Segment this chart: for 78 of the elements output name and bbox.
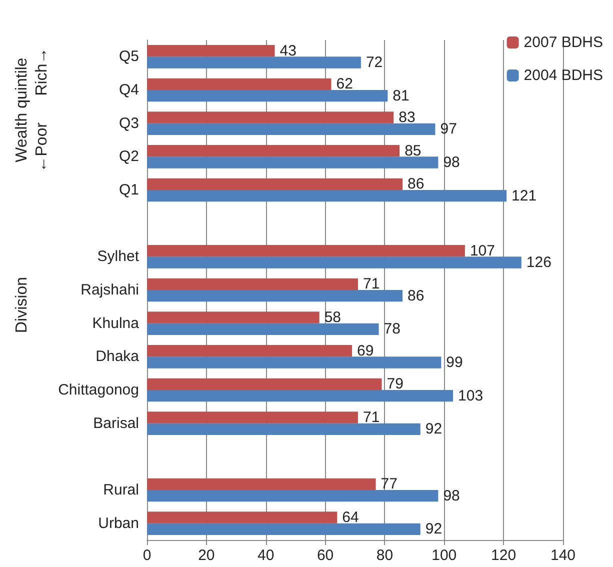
bar [147, 112, 394, 124]
data-label: 85 [404, 142, 422, 160]
data-label: 97 [440, 120, 457, 138]
x-tick-label: 140 [550, 547, 576, 564]
x-tick-label: 80 [376, 547, 394, 564]
bar [147, 478, 376, 490]
bar [147, 156, 438, 168]
bar [147, 290, 403, 302]
data-label: 92 [425, 420, 442, 438]
data-label: 81 [392, 87, 410, 104]
data-label: 69 [357, 342, 374, 360]
y-tick-label: Q3 [118, 114, 139, 132]
text: ←Poor Rich→ [34, 48, 50, 172]
y-tick-label: Q4 [118, 82, 139, 98]
bar [147, 278, 358, 290]
bar [147, 145, 400, 157]
data-label: 62 [336, 76, 353, 93]
y-tick-label: Rural [103, 482, 139, 498]
data-label: 99 [446, 354, 463, 371]
y-tick-label: Q1 [118, 182, 139, 198]
data-label: 83 [398, 109, 416, 126]
bar [147, 78, 332, 90]
bar [147, 356, 442, 368]
x-tick-label: 20 [198, 547, 215, 564]
bar [147, 523, 420, 535]
bar [147, 190, 507, 202]
x-tick-label: 0 [142, 547, 152, 564]
data-label: 64 [342, 509, 359, 526]
data-label: 126 [526, 254, 552, 271]
data-label: 121 [512, 187, 537, 204]
legend-label: 2004 BDHS [524, 67, 604, 84]
bar [147, 323, 379, 335]
bar [147, 123, 436, 135]
data-label: 98 [443, 487, 460, 504]
y-tick-label: Barisal [93, 414, 139, 432]
x-tick-label: 60 [316, 547, 334, 564]
y-tick-label: Rajshahi [80, 282, 139, 298]
data-label: 78 [384, 320, 400, 338]
data-label: 92 [425, 520, 442, 538]
data-label: 103 [458, 387, 484, 404]
bar [147, 256, 522, 268]
bar [147, 423, 420, 435]
y-tick-label: Q2 [118, 148, 139, 166]
data-label: 58 [324, 309, 342, 326]
bar [147, 56, 361, 68]
bar [147, 512, 338, 524]
data-label: 86 [408, 287, 424, 304]
data-label: 107 [470, 242, 495, 260]
legend-label: 2007 BDHS [524, 34, 604, 51]
data-label: 98 [443, 154, 460, 171]
y-tick-label: Urban [98, 514, 139, 532]
bar [147, 245, 465, 257]
y-tick-label: Chittagonog [58, 382, 139, 398]
data-label: 86 [408, 176, 424, 193]
bar [147, 378, 382, 390]
data-label: 79 [386, 376, 404, 393]
data-label: 71 [362, 276, 380, 293]
y-tick-label: Khulna [92, 314, 140, 332]
y-tick-label: Sylhet [97, 248, 140, 266]
data-label: 72 [366, 54, 383, 71]
bar [147, 345, 352, 357]
data-label: 77 [380, 476, 398, 493]
text: Wealth quintile [14, 58, 30, 162]
x-tick-label: 100 [432, 547, 457, 564]
bar [147, 490, 438, 502]
bar [147, 312, 320, 324]
x-tick-label: 120 [491, 547, 516, 564]
bar [147, 178, 403, 190]
text: Division [14, 276, 30, 334]
bar [147, 90, 388, 102]
data-label: 71 [362, 409, 380, 426]
data-label: 43 [280, 42, 296, 60]
x-tick-label: 40 [258, 547, 274, 564]
bar [147, 45, 275, 57]
bar [147, 412, 358, 424]
bar [147, 390, 454, 402]
y-tick-label: Dhaka [96, 348, 140, 366]
y-tick-label: Q5 [118, 48, 139, 66]
